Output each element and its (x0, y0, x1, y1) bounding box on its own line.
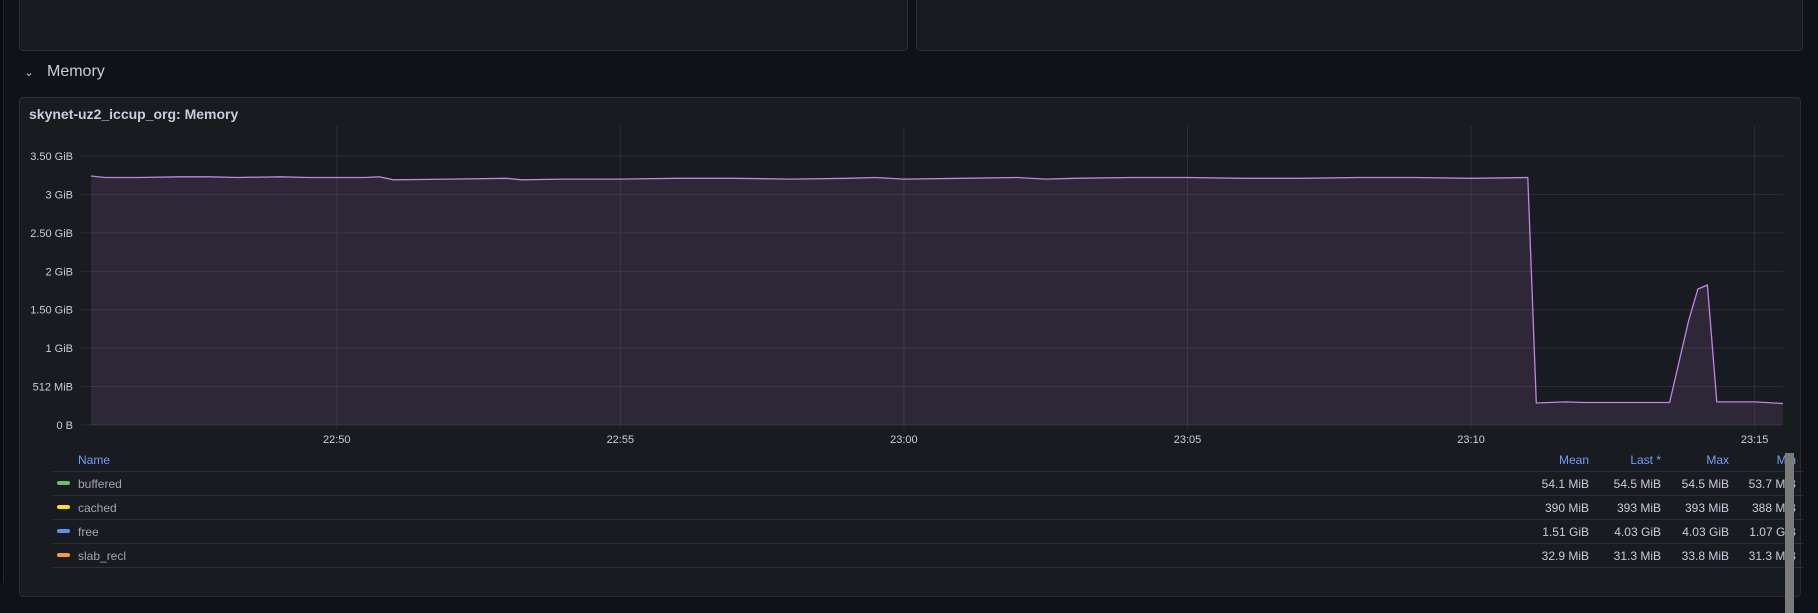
x-tick-label: 22:55 (607, 434, 635, 446)
legend-row[interactable]: buffered 54.1 MiB 54.5 MiB 54.5 MiB 53.7… (53, 471, 1803, 496)
x-tick-label: 23:00 (890, 434, 918, 446)
x-tick-label: 23:05 (1174, 434, 1202, 446)
header-min[interactable]: Min (1716, 453, 1796, 467)
mean-value: 32.9 MiB (1541, 549, 1589, 563)
header-last[interactable]: Last * (1630, 453, 1661, 467)
min-value: 53.7 MiB (1748, 477, 1796, 491)
series-color-swatch[interactable] (57, 481, 70, 485)
x-tick-label: 23:10 (1457, 434, 1485, 446)
memory-panel: skynet-uz2_iccup_org: Memory 0 B 512 MiB 1… (19, 97, 1803, 613)
series-name[interactable]: slab_recl (78, 549, 127, 563)
min-value: 1.07 GiB (1749, 525, 1796, 539)
y-tick-label: 1 GiB (45, 343, 73, 355)
y-tick-label: 3.50 GiB (30, 151, 73, 163)
series-area (91, 176, 1783, 425)
header-mean[interactable]: Mean (1558, 453, 1589, 467)
last-value: 4.03 GiB (1614, 525, 1661, 539)
top-panel-left (19, 0, 908, 51)
last-value: 54.5 MiB (1613, 477, 1661, 491)
y-tick-label: 512 MiB (33, 382, 73, 394)
y-tick-label: 1.50 GiB (30, 305, 73, 317)
y-tick-label: 2.50 GiB (30, 228, 73, 240)
header-name[interactable]: Name (78, 453, 111, 467)
series-color-swatch[interactable] (57, 505, 70, 509)
x-tick-label: 22:50 (323, 434, 351, 446)
memory-chart: 0 B 512 MiB 1 GiB 1.50 GiB 2 GiB 2.50 GiB 3 Gi… (30, 126, 1784, 446)
row-header-memory[interactable]: ⌄ Memory (22, 60, 105, 84)
legend-header: Name Mean Last * Max Min (53, 447, 1803, 472)
top-panel-right (916, 0, 1803, 51)
y-tick-label: 0 B (56, 420, 73, 432)
y-tick-label: 3 GiB (45, 189, 73, 201)
left-edge (0, 0, 4, 583)
max-value: 54.5 MiB (1681, 477, 1729, 491)
series-color-swatch[interactable] (57, 553, 70, 557)
mean-value: 1.51 GiB (1542, 525, 1589, 539)
row-title: Memory (47, 63, 105, 80)
legend-row[interactable]: free 1.51 GiB 4.03 GiB 4.03 GiB 1.07 GiB (53, 519, 1803, 544)
chevron-down-icon: ⌄ (24, 66, 34, 79)
last-value: 31.3 MiB (1613, 549, 1661, 563)
min-value: 31.3 MiB (1748, 549, 1796, 563)
legend-scrollbar[interactable] (1785, 453, 1794, 613)
series-name[interactable]: free (78, 525, 99, 539)
max-value: 4.03 GiB (1682, 525, 1729, 539)
header-max[interactable]: Max (1706, 453, 1729, 467)
mean-value: 390 MiB (1544, 501, 1589, 515)
last-value: 393 MiB (1616, 501, 1661, 515)
legend-row[interactable]: cached 390 MiB 393 MiB 393 MiB 388 MiB (53, 495, 1803, 520)
y-tick-label: 2 GiB (45, 266, 73, 278)
panel-title[interactable]: skynet-uz2_iccup_org: Memory (29, 106, 239, 122)
mean-value: 54.1 MiB (1541, 477, 1589, 491)
x-tick-label: 23:15 (1741, 434, 1769, 446)
min-value: 388 MiB (1751, 501, 1796, 515)
series-name[interactable]: buffered (78, 477, 122, 491)
series-color-swatch[interactable] (57, 529, 70, 533)
series-name[interactable]: cached (78, 501, 117, 515)
max-value: 33.8 MiB (1681, 549, 1729, 563)
max-value: 393 MiB (1684, 501, 1729, 515)
series-line (90, 175, 1784, 405)
legend-row[interactable]: slab_recl 32.9 MiB 31.3 MiB 33.8 MiB 31.… (53, 543, 1803, 568)
